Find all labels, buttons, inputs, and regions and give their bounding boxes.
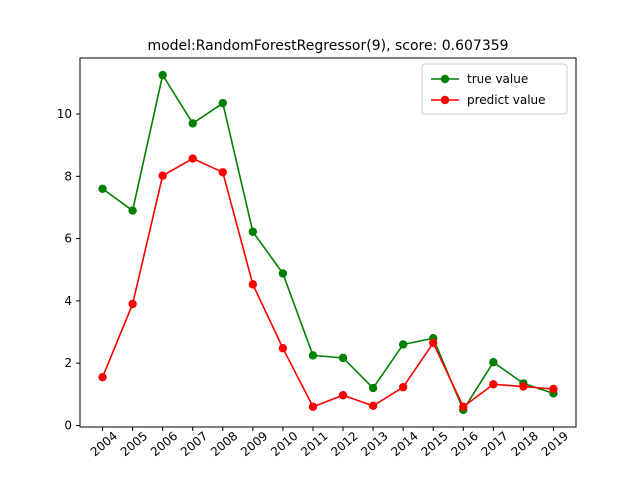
plot-area [98, 70, 558, 415]
data-point [158, 70, 167, 80]
x-tick-label: 2009 [238, 429, 270, 459]
x-tick-label: 2018 [509, 429, 541, 459]
data-point [368, 401, 378, 411]
x-tick-label: 2013 [358, 429, 390, 459]
x-tick-label: 2008 [208, 429, 240, 459]
data-point [338, 391, 348, 400]
data-point [98, 184, 107, 193]
data-point [489, 358, 498, 367]
data-point [188, 119, 197, 128]
y-tick-label: 0 [64, 418, 72, 432]
data-point [308, 351, 318, 360]
data-point [248, 280, 258, 289]
legend: true value predict value [421, 63, 568, 115]
series-line-0 [102, 73, 554, 412]
data-point [308, 402, 318, 411]
data-point [278, 269, 288, 278]
x-tick-label: 2004 [88, 429, 120, 459]
legend-swatch-marker [440, 74, 450, 84]
data-point [489, 380, 498, 389]
data-point [398, 382, 408, 392]
legend-swatch-marker [440, 95, 450, 105]
chart-title: model:RandomForestRegressor(9), score: 0… [147, 38, 508, 54]
y-tick-label: 6 [64, 232, 72, 246]
x-tick-label: 2006 [148, 429, 180, 459]
data-point [188, 154, 197, 163]
data-point [128, 206, 137, 215]
x-tick-label: 2012 [328, 429, 360, 459]
y-tick-label: 8 [64, 169, 72, 183]
legend-box [421, 63, 568, 115]
data-point [519, 382, 528, 391]
x-tick-label: 2015 [418, 429, 450, 459]
x-tick-label: 2014 [388, 429, 420, 459]
x-tick-label: 2019 [539, 429, 571, 459]
x-tick-label: 2010 [268, 429, 300, 459]
data-point [459, 402, 468, 411]
y-tick-label: 2 [64, 356, 72, 370]
y-tick-label: 10 [57, 107, 72, 121]
x-tick-label: 2011 [298, 429, 330, 459]
y-tick-label: 4 [64, 294, 72, 308]
data-point [98, 372, 107, 382]
x-tick-label: 2017 [479, 429, 511, 459]
legend-label: predict value [467, 93, 546, 107]
plot-frame [79, 57, 577, 428]
x-tick-label: 2007 [178, 429, 210, 459]
legend-label: true value [467, 72, 528, 86]
x-tick-label: 2005 [118, 429, 150, 459]
data-point [128, 299, 137, 309]
data-point [158, 171, 167, 180]
data-point [248, 227, 258, 236]
x-tick-label: 2016 [449, 429, 481, 459]
data-point [368, 383, 378, 393]
data-point [549, 384, 558, 394]
data-point [218, 98, 227, 108]
data-point [429, 338, 438, 348]
data-point [398, 340, 408, 349]
data-point [218, 168, 227, 177]
data-point [278, 344, 288, 353]
data-point [338, 353, 348, 363]
series-line-1 [101, 157, 554, 408]
